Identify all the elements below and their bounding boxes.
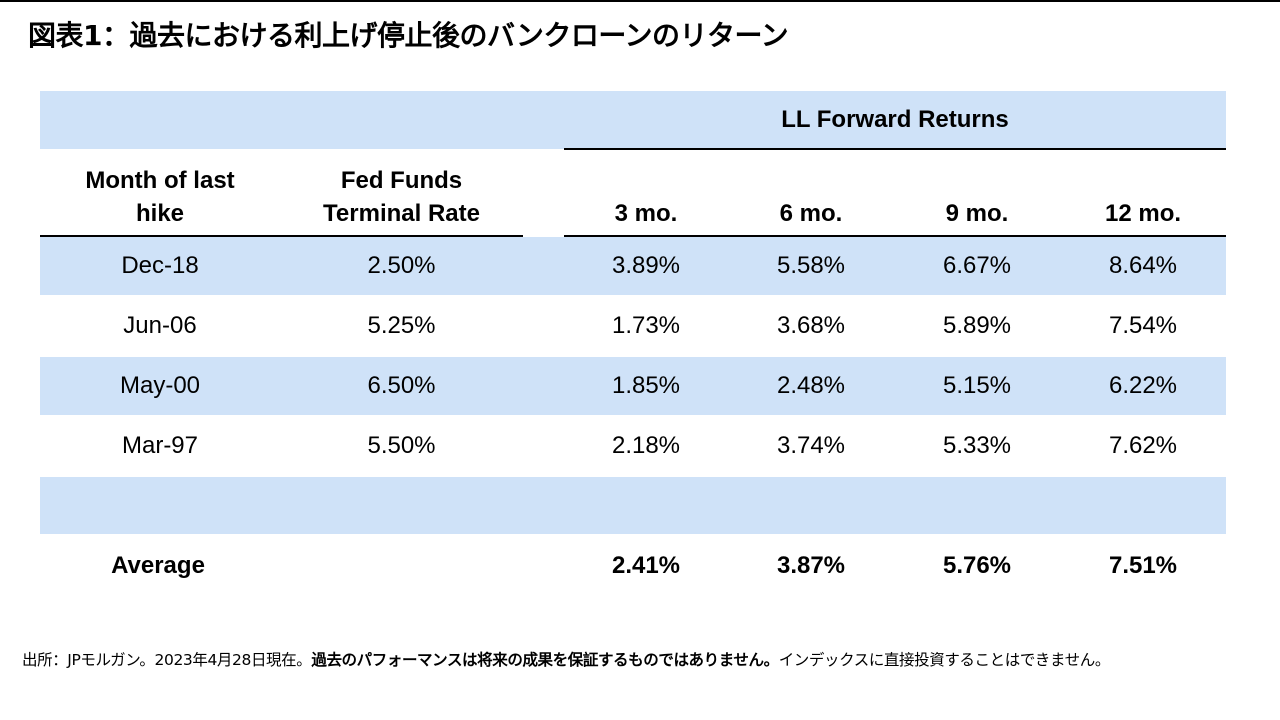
table-cell: 3.89% (611, 252, 681, 279)
table-cell: 6.50% (367, 372, 436, 399)
table-cell: 8.64% (1108, 252, 1178, 279)
table-cell: 1.73% (611, 312, 681, 339)
average-cell: 2.41% (611, 552, 681, 579)
table-cell: Mar-97 (121, 432, 199, 459)
table-cell: 2.18% (611, 432, 681, 459)
col-header-12mo: 12 mo. (1104, 199, 1182, 227)
table-cell: 2.48% (776, 372, 846, 399)
table-cell: 5.33% (942, 432, 1012, 459)
group-header: LL Forward Returns (781, 106, 1009, 133)
table-cell: 5.15% (942, 372, 1012, 399)
footnote-disclaimer: 過去のパフォーマンスは将来の成果を保証するものではありません。 (311, 651, 779, 669)
table-cell: 6.67% (942, 252, 1012, 279)
table-cell: 5.89% (942, 312, 1012, 339)
col-header-6mo: 6 mo. (779, 199, 843, 227)
average-cell: 5.76% (942, 552, 1012, 579)
table-cell: 3.68% (776, 312, 846, 339)
header-rule-right (564, 235, 1226, 237)
empty-band (40, 477, 1226, 534)
average-label: Average (111, 552, 205, 579)
footnote-index-note: インデックスに直接投資することはできません。 (778, 651, 1111, 669)
group-header-rule (564, 148, 1226, 150)
table-cell: 5.58% (776, 252, 846, 279)
header-band (40, 91, 1226, 149)
table-cell: 5.25% (367, 312, 436, 339)
col-header-3mo: 3 mo. (614, 199, 678, 227)
average-cell: 3.87% (776, 552, 846, 579)
row-band-3 (40, 357, 1226, 415)
table-cell: 2.50% (367, 252, 436, 279)
table-cell: 5.50% (367, 432, 436, 459)
col-header-9mo: 9 mo. (945, 199, 1009, 227)
table-cell: May-00 (119, 372, 201, 399)
table-cell: 1.85% (611, 372, 681, 399)
table-cell: Dec-18 (121, 252, 199, 279)
col-header-fed-funds: Fed Funds Terminal Rate (323, 167, 480, 227)
table-cell: 7.54% (1108, 312, 1178, 339)
footnote-source: 出所：JPモルガン。2023年4月28日現在。 (22, 651, 312, 669)
average-cell: 7.51% (1108, 552, 1178, 579)
table-cell: 6.22% (1108, 372, 1178, 399)
figure-title: 図表1：過去における利上げ停止後のバンクローンのリターン (28, 19, 789, 52)
table-cell: 7.62% (1108, 432, 1178, 459)
header-rule-left (40, 235, 523, 237)
col-header-month: Month of last hike (85, 167, 235, 227)
table-cell: Jun-06 (123, 312, 197, 339)
top-rule (0, 0, 1280, 2)
row-band-1 (40, 237, 1226, 295)
source-footnote: 出所：JPモルガン。2023年4月28日現在。過去のパフォーマンスは将来の成果を… (22, 648, 1110, 670)
table-cell: 3.74% (776, 432, 846, 459)
